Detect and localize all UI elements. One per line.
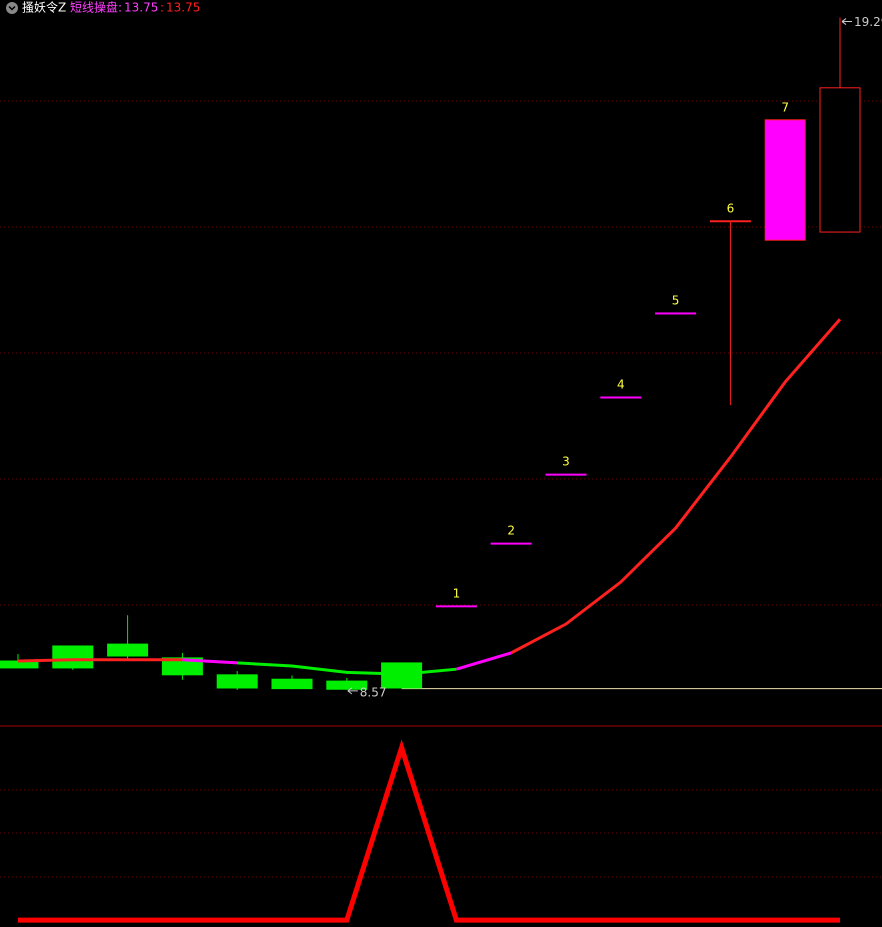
low-label: 8.57 (360, 685, 387, 699)
candle-body (490, 542, 532, 545)
high-label: 19.29 (854, 15, 882, 29)
low-arrow (347, 687, 358, 695)
candle-label: 6 (727, 201, 735, 215)
ma-line (17, 318, 842, 663)
candle-label: 1 (453, 586, 461, 600)
candle-label: 2 (507, 524, 515, 538)
candle-label: 5 (672, 293, 680, 307)
high-arrow (841, 18, 852, 25)
header-value: 13.75 (124, 1, 158, 15)
candle-body (819, 87, 861, 233)
candle-body (271, 678, 313, 690)
indicator-title: 搔妖令Z (22, 0, 66, 15)
candle-body (52, 645, 94, 669)
candle-body (600, 396, 642, 399)
candle-body (161, 657, 203, 676)
candle-body (435, 605, 477, 608)
ma-line (182, 651, 512, 671)
signal-line (18, 739, 840, 923)
header-value: 13.75 (166, 1, 200, 15)
indicator-label: 短线操盘: (70, 0, 122, 15)
ma-line (237, 661, 457, 676)
candle-body (764, 119, 806, 241)
candle-label: 7 (781, 100, 789, 114)
header-sep: : (160, 1, 164, 15)
candle-body (107, 643, 149, 657)
candle-body (545, 473, 587, 476)
candle-body (326, 680, 368, 690)
candle-label: 4 (617, 377, 625, 391)
candle-body (709, 220, 751, 223)
menu-icon[interactable] (6, 2, 18, 14)
candle-body (655, 312, 697, 315)
menu-chevron (8, 5, 16, 11)
candle-body (216, 674, 258, 689)
candle-label: 3 (562, 455, 570, 469)
